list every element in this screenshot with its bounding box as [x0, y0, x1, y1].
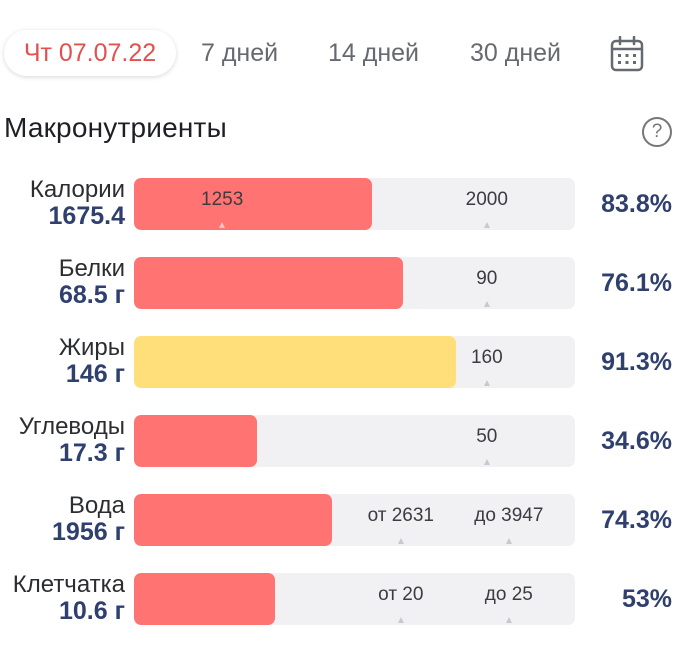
tab-30-days[interactable]: 30 дней	[470, 38, 562, 67]
nutrient-row: Углеводы 17.3 г 50 34.6%	[0, 413, 680, 469]
progress-track: 160	[134, 336, 575, 388]
target-marker-label: до 25	[484, 584, 533, 605]
nutrient-row: Клетчатка 10.6 г от 20 до 25 53%	[0, 571, 680, 627]
progress-fill	[134, 178, 373, 230]
tab-14-days[interactable]: 14 дней	[328, 38, 420, 67]
marker-triangle-icon	[397, 538, 404, 544]
section-title: Макронутриенты	[4, 112, 227, 143]
tab-today[interactable]: Чт 07.07.22	[4, 30, 176, 76]
progress-fill	[134, 573, 276, 625]
nutrient-percent: 83.8%	[601, 190, 672, 218]
progress-fill	[134, 336, 456, 388]
nutrient-percent: 91.3%	[601, 348, 672, 376]
nutrient-row: Калории 1675.4 1253 2000 83.8%	[0, 176, 680, 232]
progress-track: 90	[134, 257, 575, 309]
period-tabs: Чт 07.07.22 7 дней 14 дней 30 дней	[0, 26, 680, 82]
nutrient-value: 1956 г	[52, 518, 125, 546]
nutrient-label: Белки	[58, 255, 125, 282]
target-marker-label: 1253	[201, 189, 244, 210]
nutrient-row: Вода 1956 г от 2631 до 3947 74.3%	[0, 492, 680, 548]
target-marker-label: 2000	[465, 189, 508, 210]
nutrient-label: Углеводы	[18, 413, 125, 440]
nutrient-label: Клетчатка	[12, 571, 125, 598]
nutrient-label: Вода	[68, 492, 125, 519]
nutrient-label: Калории	[29, 176, 125, 203]
nutrient-label: Жиры	[58, 334, 125, 361]
progress-fill	[134, 415, 258, 467]
tab-7-days[interactable]: 7 дней	[201, 38, 279, 67]
nutrient-value: 10.6 г	[58, 597, 125, 625]
calendar-icon[interactable]	[610, 36, 644, 72]
nutrient-row: Белки 68.5 г 90 76.1%	[0, 255, 680, 311]
marker-triangle-icon	[219, 222, 226, 228]
nutrient-percent: 34.6%	[601, 427, 672, 455]
marker-triangle-icon	[397, 617, 404, 623]
target-marker-label: 90	[476, 268, 498, 289]
target-marker-label: от 2631	[367, 505, 434, 526]
marker-triangle-icon	[505, 617, 512, 623]
nutrient-value: 1675.4	[48, 202, 125, 230]
progress-track: 50	[134, 415, 575, 467]
progress-track: от 2631 до 3947	[134, 494, 575, 546]
progress-track: от 20 до 25	[134, 573, 575, 625]
marker-triangle-icon	[483, 459, 490, 465]
target-marker-label: до 3947	[474, 505, 544, 526]
progress-fill	[134, 257, 403, 309]
target-marker-label: 50	[476, 426, 498, 447]
progress-track: 1253 2000	[134, 178, 575, 230]
nutrient-value: 17.3 г	[58, 439, 125, 467]
marker-triangle-icon	[483, 301, 490, 307]
marker-triangle-icon	[483, 380, 490, 386]
nutrient-value: 146 г	[65, 360, 125, 388]
nutrient-row: Жиры 146 г 160 91.3%	[0, 334, 680, 390]
nutrient-value: 68.5 г	[58, 281, 125, 309]
target-marker-label: от 20	[378, 584, 424, 605]
help-icon[interactable]: ?	[642, 117, 672, 147]
target-marker-label: 160	[470, 347, 503, 368]
marker-triangle-icon	[505, 538, 512, 544]
nutrient-percent: 53%	[621, 585, 672, 613]
nutrient-percent: 76.1%	[601, 269, 672, 297]
nutrient-percent: 74.3%	[601, 506, 672, 534]
marker-triangle-icon	[483, 222, 490, 228]
progress-fill	[134, 494, 333, 546]
